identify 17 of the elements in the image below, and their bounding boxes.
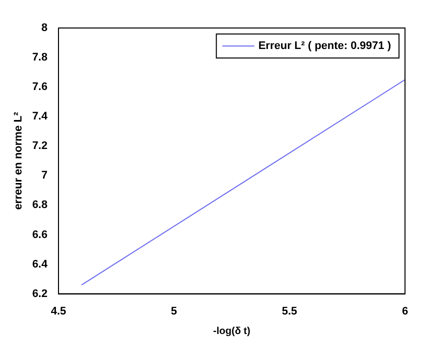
x-tick-label: 6 bbox=[402, 305, 408, 318]
x-tick-label: 5.5 bbox=[282, 305, 298, 318]
y-tick-label: 7.4 bbox=[32, 110, 48, 123]
y-tick-label: 7.6 bbox=[32, 81, 48, 94]
x-tick-label: 4.5 bbox=[50, 305, 66, 318]
y-tick-label: 6.4 bbox=[32, 258, 48, 270]
y-tick-label: 7.2 bbox=[32, 140, 48, 152]
y-axis-title: erreur en norme L² bbox=[12, 112, 25, 210]
y-tick-label: 8 bbox=[41, 22, 48, 34]
y-tick-label: 6.6 bbox=[32, 228, 48, 241]
legend-label: Erreur L² ( pente: 0.9971 ) bbox=[258, 40, 392, 52]
x-tick-label: 5 bbox=[170, 305, 178, 318]
y-tick-label: 6.2 bbox=[32, 288, 48, 300]
y-tick-label: 6.8 bbox=[32, 199, 48, 212]
y-tick-label: 7.8 bbox=[32, 52, 48, 64]
y-tick-label: 7 bbox=[41, 170, 48, 182]
x-axis-title: -log(δ t) bbox=[213, 326, 250, 337]
